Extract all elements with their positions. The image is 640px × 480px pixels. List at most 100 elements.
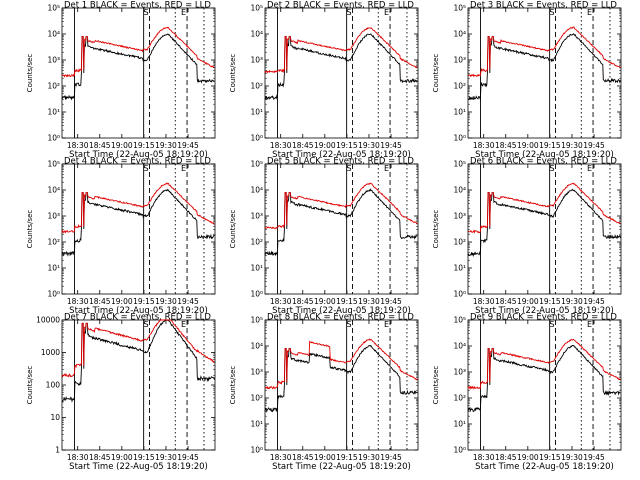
x-tick-label: 19:30 bbox=[561, 453, 583, 462]
y-axis-title: Counts/sec bbox=[229, 366, 237, 405]
y-tick-label: 10⁴ bbox=[453, 30, 466, 39]
y-tick-label: 10⁵ bbox=[250, 316, 263, 325]
lld-series bbox=[264, 338, 418, 390]
y-tick-label: 10⁰ bbox=[453, 446, 466, 455]
y-tick-label: 10⁴ bbox=[453, 342, 466, 351]
detector-panel-4: Det 4 BLACK = Events, RED = LLD 10⁰ 10¹ 10²… bbox=[26, 157, 216, 316]
y-tick-label: 10² bbox=[453, 394, 466, 403]
x-tick-label: 19:15 bbox=[133, 453, 155, 462]
marker-label: E bbox=[181, 164, 186, 173]
x-axis-title: Start Time (22-Aug-05 18:19:20) bbox=[475, 462, 614, 472]
y-tick-label: 10000 bbox=[36, 316, 60, 325]
x-tick-label: 19:45 bbox=[583, 141, 605, 150]
marker-label: S bbox=[550, 320, 555, 329]
x-tick-label: 19:15 bbox=[133, 297, 155, 306]
x-tick-label: 19:15 bbox=[539, 453, 561, 462]
x-tick-label: 19:30 bbox=[155, 141, 177, 150]
events-series bbox=[61, 188, 215, 257]
y-axis-title: Counts/sec bbox=[229, 54, 237, 93]
detector-panel-2: Det 2 BLACK = Events, RED = LLD 10⁰ 10¹ 10²… bbox=[229, 1, 419, 160]
events-series bbox=[264, 33, 418, 101]
panel-title: Det 8 BLACK = Events, RED = LLD bbox=[267, 313, 414, 323]
y-tick-label: 10² bbox=[47, 238, 60, 247]
y-axis-title: Counts/sec bbox=[432, 366, 440, 405]
plot-frame bbox=[61, 163, 216, 295]
y-tick-label: 10⁴ bbox=[250, 186, 263, 195]
x-tick-label: 19:00 bbox=[314, 297, 336, 306]
y-tick-label: 10³ bbox=[453, 368, 466, 377]
x-tick-label: 19:30 bbox=[561, 297, 583, 306]
detector-panel-5: Det 5 BLACK = Events, RED = LLD 10⁰ 10¹ 10²… bbox=[229, 157, 419, 316]
y-axis-title: Counts/sec bbox=[26, 210, 34, 249]
detector-panel-9: Det 9 BLACK = Events, RED = LLD 10⁰ 10¹ 10²… bbox=[432, 313, 622, 472]
y-tick-label: 10² bbox=[250, 394, 263, 403]
x-tick-label: 18:45 bbox=[292, 297, 314, 306]
y-tick-label: 10⁴ bbox=[250, 342, 263, 351]
x-axis-title: Start Time (22-Aug-05 18:19:20) bbox=[272, 306, 411, 316]
panel-title: Det 5 BLACK = Events, RED = LLD bbox=[267, 157, 414, 167]
y-tick-label: 10¹ bbox=[453, 420, 466, 429]
lld-series bbox=[264, 26, 418, 74]
y-tick-label: 10⁴ bbox=[47, 186, 60, 195]
x-tick-label: 19:30 bbox=[358, 141, 380, 150]
x-tick-label: 18:30 bbox=[67, 141, 89, 150]
x-tick-label: 19:45 bbox=[177, 297, 199, 306]
marker-label: S bbox=[144, 164, 149, 173]
y-tick-label: 10 bbox=[50, 413, 60, 422]
y-tick-label: 1 bbox=[55, 446, 60, 455]
y-axis-title: Counts/sec bbox=[432, 210, 440, 249]
y-tick-label: 10³ bbox=[453, 212, 466, 221]
x-tick-label: 18:45 bbox=[89, 453, 111, 462]
x-tick-label: 19:15 bbox=[539, 297, 561, 306]
y-tick-label: 10³ bbox=[250, 368, 263, 377]
x-tick-label: 19:30 bbox=[358, 297, 380, 306]
x-tick-label: 19:45 bbox=[583, 453, 605, 462]
y-tick-label: 10² bbox=[47, 82, 60, 91]
marker-label: S bbox=[550, 8, 555, 17]
y-tick-label: 100 bbox=[46, 381, 61, 390]
x-tick-label: 19:30 bbox=[155, 297, 177, 306]
x-tick-label: 18:30 bbox=[67, 297, 89, 306]
panel-title: Det 6 BLACK = Events, RED = LLD bbox=[470, 157, 617, 167]
x-tick-label: 19:30 bbox=[561, 141, 583, 150]
y-tick-label: 10⁴ bbox=[453, 186, 466, 195]
y-tick-label: 10⁰ bbox=[47, 290, 60, 299]
x-tick-label: 18:45 bbox=[495, 141, 517, 150]
y-tick-label: 10¹ bbox=[250, 264, 263, 273]
x-tick-label: 19:00 bbox=[111, 141, 133, 150]
x-tick-label: 19:15 bbox=[336, 297, 358, 306]
y-tick-label: 10⁰ bbox=[250, 446, 263, 455]
marker-label: E bbox=[384, 8, 389, 17]
x-tick-label: 18:30 bbox=[270, 297, 292, 306]
marker-label: E bbox=[181, 320, 186, 329]
marker-label: S bbox=[144, 320, 149, 329]
events-series bbox=[264, 188, 418, 257]
plot-frame bbox=[467, 7, 622, 139]
x-tick-label: 19:15 bbox=[336, 453, 358, 462]
events-series bbox=[264, 344, 418, 413]
y-tick-label: 10¹ bbox=[453, 108, 466, 117]
x-axis-title: Start Time (22-Aug-05 18:19:20) bbox=[475, 150, 614, 160]
events-series bbox=[467, 33, 621, 101]
x-axis-title: Start Time (22-Aug-05 18:19:20) bbox=[69, 150, 208, 160]
y-tick-label: 10⁵ bbox=[250, 4, 263, 13]
x-tick-label: 18:30 bbox=[270, 141, 292, 150]
y-tick-label: 10³ bbox=[453, 56, 466, 65]
marker-label: S bbox=[347, 320, 352, 329]
x-tick-label: 19:45 bbox=[177, 453, 199, 462]
detector-panel-8: Det 8 BLACK = Events, RED = LLD 10⁰ 10¹ 10²… bbox=[229, 313, 419, 472]
x-tick-label: 19:30 bbox=[358, 453, 380, 462]
events-series bbox=[61, 319, 215, 403]
x-tick-label: 19:15 bbox=[133, 141, 155, 150]
x-tick-label: 19:00 bbox=[314, 141, 336, 150]
y-tick-label: 10³ bbox=[47, 212, 60, 221]
y-tick-label: 10⁵ bbox=[47, 160, 60, 169]
lld-series bbox=[61, 26, 215, 78]
x-tick-label: 19:15 bbox=[336, 141, 358, 150]
lld-series bbox=[467, 26, 621, 78]
y-tick-label: 10⁵ bbox=[47, 4, 60, 13]
y-tick-label: 10⁰ bbox=[250, 290, 263, 299]
plot-frame bbox=[264, 7, 419, 139]
events-series bbox=[467, 345, 621, 413]
y-tick-label: 10² bbox=[453, 238, 466, 247]
